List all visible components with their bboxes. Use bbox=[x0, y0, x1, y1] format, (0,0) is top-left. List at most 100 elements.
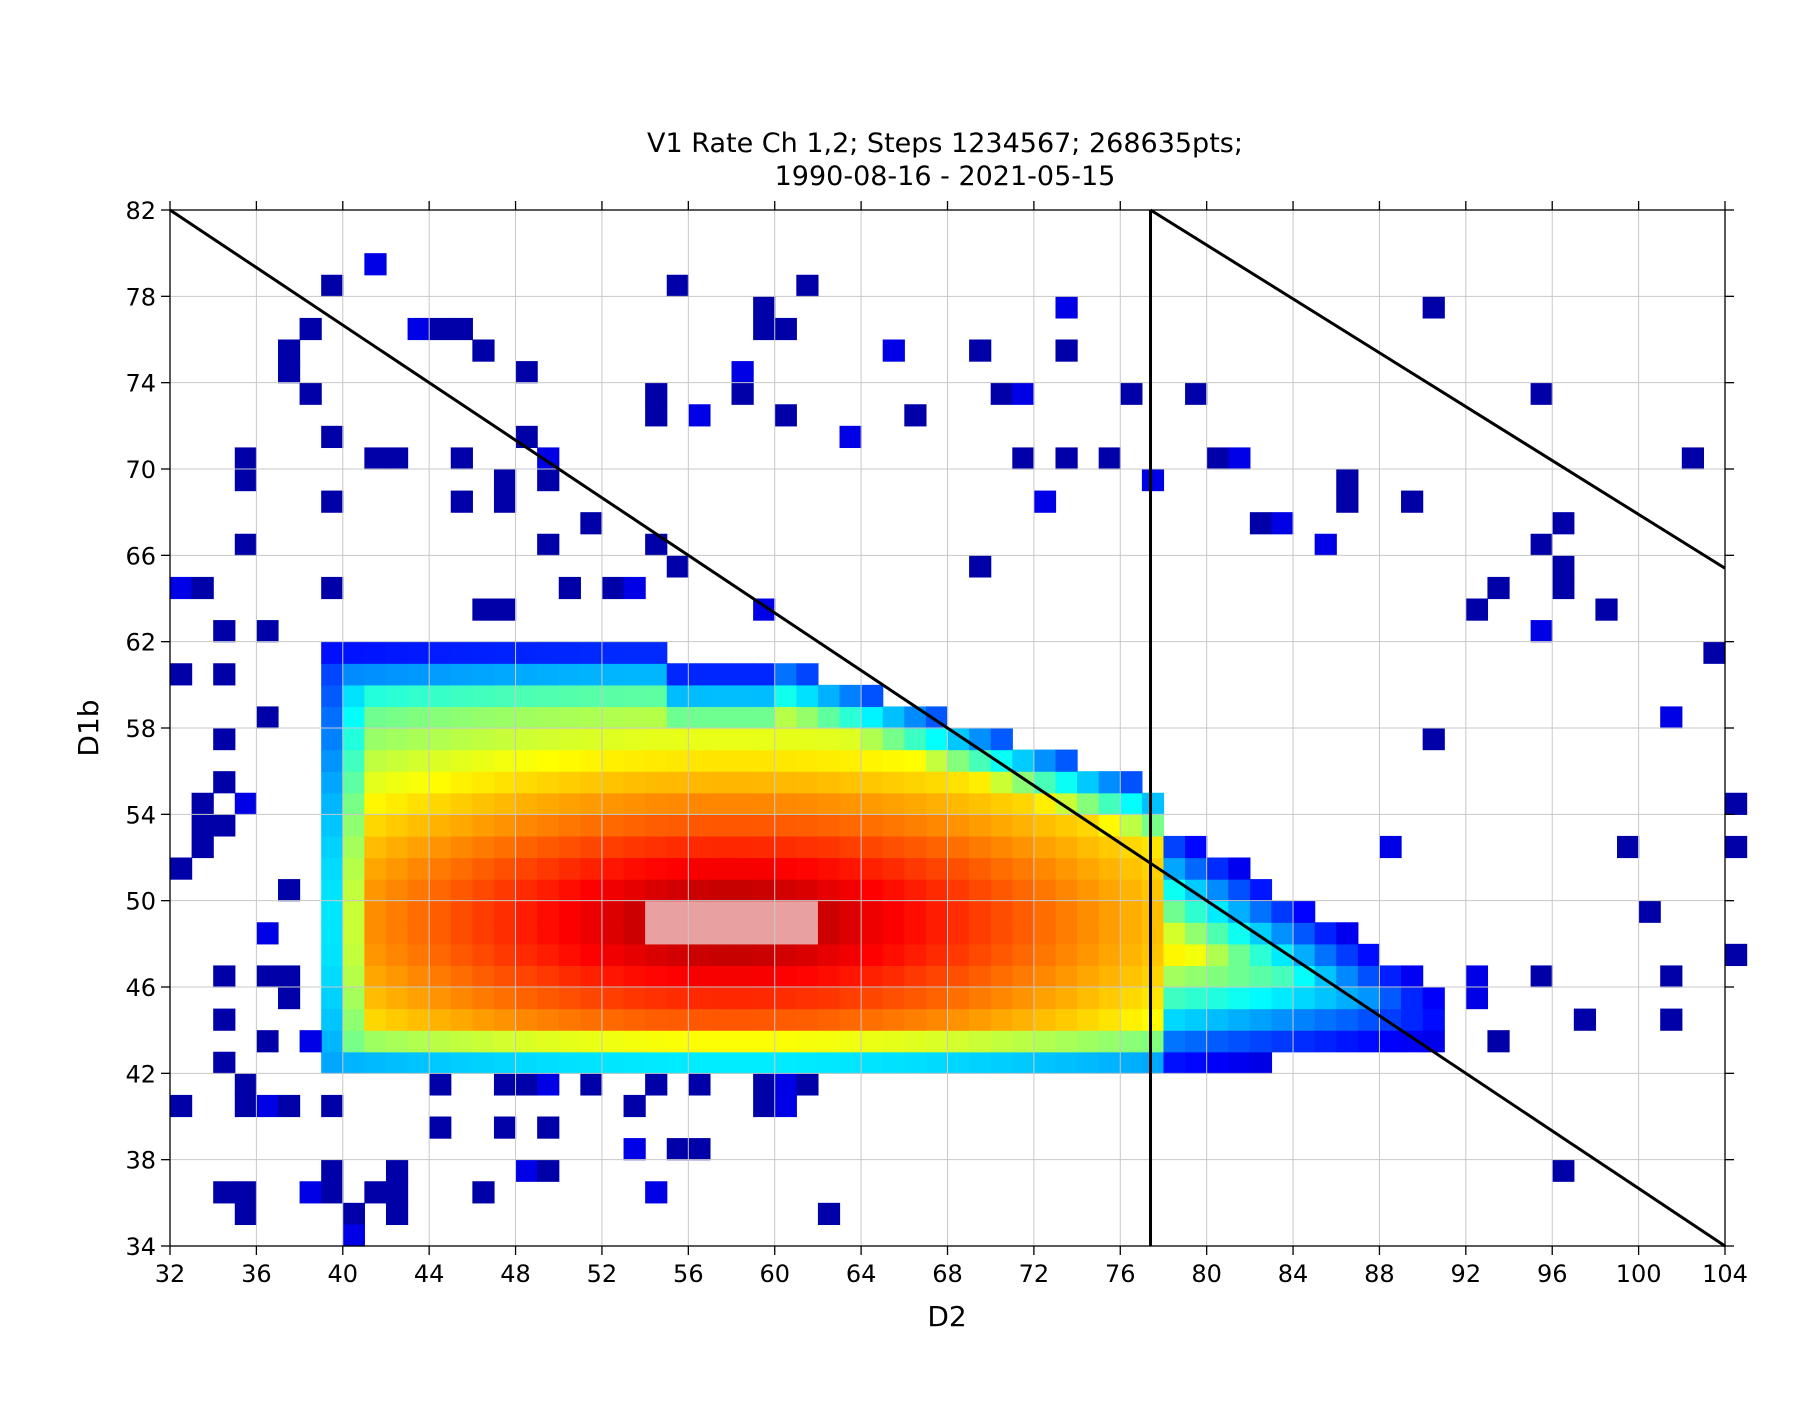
heatmap-cell bbox=[364, 771, 387, 794]
sparse-cell bbox=[321, 490, 344, 513]
heatmap-cell bbox=[407, 922, 430, 945]
heatmap-cell bbox=[1077, 857, 1100, 880]
sparse-cell bbox=[623, 576, 646, 600]
heatmap-cell bbox=[753, 706, 776, 729]
heatmap-cell bbox=[1336, 1008, 1359, 1031]
heatmap-cell bbox=[1098, 835, 1121, 859]
heatmap-cell bbox=[623, 771, 646, 794]
heatmap-cell bbox=[645, 684, 668, 708]
sparse-cell bbox=[623, 1138, 646, 1161]
heatmap-cell bbox=[709, 728, 733, 751]
heatmap-cell bbox=[990, 879, 1013, 902]
heatmap-cell bbox=[990, 965, 1013, 988]
heatmap-cell bbox=[1098, 1051, 1121, 1074]
sparse-cell bbox=[1703, 641, 1726, 664]
heatmap-cell bbox=[753, 771, 776, 794]
sparse-cell bbox=[731, 361, 754, 384]
heatmap-cell bbox=[558, 728, 581, 751]
heatmap-cell bbox=[839, 1008, 862, 1031]
heatmap-cell bbox=[1012, 1008, 1035, 1031]
heatmap-cell bbox=[429, 663, 452, 686]
heatmap-cell bbox=[321, 792, 344, 815]
heatmap-cell bbox=[969, 965, 992, 988]
y-tick-label: 66 bbox=[125, 542, 156, 570]
heatmap-cell bbox=[969, 1051, 992, 1074]
heatmap-cell bbox=[450, 728, 473, 751]
heatmap-cell bbox=[1077, 900, 1100, 923]
heatmap-cell bbox=[364, 1008, 387, 1031]
heatmap-cell bbox=[1206, 965, 1229, 988]
x-tick-label: 72 bbox=[1019, 1260, 1050, 1288]
heatmap-cell bbox=[321, 922, 344, 945]
sparse-cell bbox=[170, 663, 193, 686]
heatmap-cell bbox=[861, 1008, 884, 1031]
heatmap-cell bbox=[925, 749, 949, 772]
heatmap-cell bbox=[817, 771, 841, 794]
heatmap-cell bbox=[666, 749, 689, 772]
heatmap-cell bbox=[796, 706, 819, 729]
heatmap-cell bbox=[861, 835, 884, 859]
heatmap-cell bbox=[493, 835, 517, 859]
heatmap-cell bbox=[688, 987, 711, 1010]
heatmap-cell bbox=[731, 835, 754, 859]
heatmap-cell bbox=[1379, 987, 1402, 1010]
heatmap-cell bbox=[537, 728, 560, 751]
heatmap-cell bbox=[1120, 965, 1143, 988]
heatmap-cell bbox=[1336, 1030, 1359, 1053]
heatmap-cell bbox=[753, 792, 776, 815]
heatmap-cell bbox=[688, 771, 711, 794]
heatmap-cell bbox=[601, 641, 625, 664]
heatmap-cell bbox=[385, 771, 409, 794]
heatmap-cell bbox=[385, 943, 409, 967]
sparse-cell bbox=[1595, 598, 1618, 621]
x-tick-label: 44 bbox=[414, 1260, 445, 1288]
heatmap-cell bbox=[839, 706, 862, 729]
sparse-cell bbox=[277, 339, 301, 362]
sparse-cell bbox=[645, 1073, 668, 1096]
heatmap-cell bbox=[709, 1051, 733, 1074]
heatmap-cell bbox=[472, 728, 495, 751]
x-tick-label: 76 bbox=[1105, 1260, 1136, 1288]
heatmap-cell bbox=[493, 771, 517, 794]
heatmap-cell bbox=[515, 706, 538, 729]
sparse-cell bbox=[256, 620, 279, 643]
sparse-cell bbox=[321, 1094, 344, 1118]
heatmap-cell bbox=[601, 943, 625, 967]
y-axis: 34 38 42 46 50 54 58 62 66 70 74 78 82 bbox=[125, 197, 1734, 1261]
sparse-cell bbox=[170, 857, 193, 880]
heatmap-cell bbox=[1141, 1008, 1165, 1031]
sparse-cell bbox=[666, 274, 689, 297]
heatmap-cell bbox=[904, 1008, 927, 1031]
heatmap-cell bbox=[515, 749, 538, 772]
heatmap-cell bbox=[817, 706, 841, 729]
heatmap-cell bbox=[796, 1051, 819, 1074]
heatmap-cell bbox=[666, 684, 689, 708]
heatmap-cell bbox=[1120, 879, 1143, 902]
heatmap-cell bbox=[493, 706, 517, 729]
sparse-cell bbox=[753, 296, 776, 319]
heatmap-cell bbox=[882, 1030, 905, 1053]
sparse-cell bbox=[580, 512, 603, 535]
heatmap-cell bbox=[623, 706, 646, 729]
heatmap-cell bbox=[1249, 1030, 1273, 1053]
heatmap-cell bbox=[1163, 835, 1186, 859]
sparse-cell bbox=[1120, 382, 1143, 405]
heatmap-cell bbox=[947, 835, 970, 859]
heatmap-cell bbox=[753, 1051, 776, 1074]
heatmap-cell bbox=[645, 1008, 668, 1031]
heatmap-cell bbox=[1163, 857, 1186, 880]
heatmap-cell bbox=[385, 641, 409, 664]
heatmap-cell bbox=[1314, 1008, 1337, 1031]
sparse-cell bbox=[277, 987, 301, 1010]
heatmap-cell bbox=[407, 771, 430, 794]
sparse-cell bbox=[364, 253, 387, 276]
heatmap-cell bbox=[753, 857, 776, 880]
heatmap-cell bbox=[1141, 857, 1165, 880]
heatmap-cell bbox=[493, 943, 517, 967]
heatmap-cell bbox=[969, 1030, 992, 1053]
heatmap-cell bbox=[601, 663, 625, 686]
heatmap-cell bbox=[580, 922, 603, 945]
sparse-cell bbox=[234, 1181, 257, 1204]
x-tick-label: 104 bbox=[1702, 1260, 1748, 1288]
heatmap-cell bbox=[1012, 771, 1035, 794]
